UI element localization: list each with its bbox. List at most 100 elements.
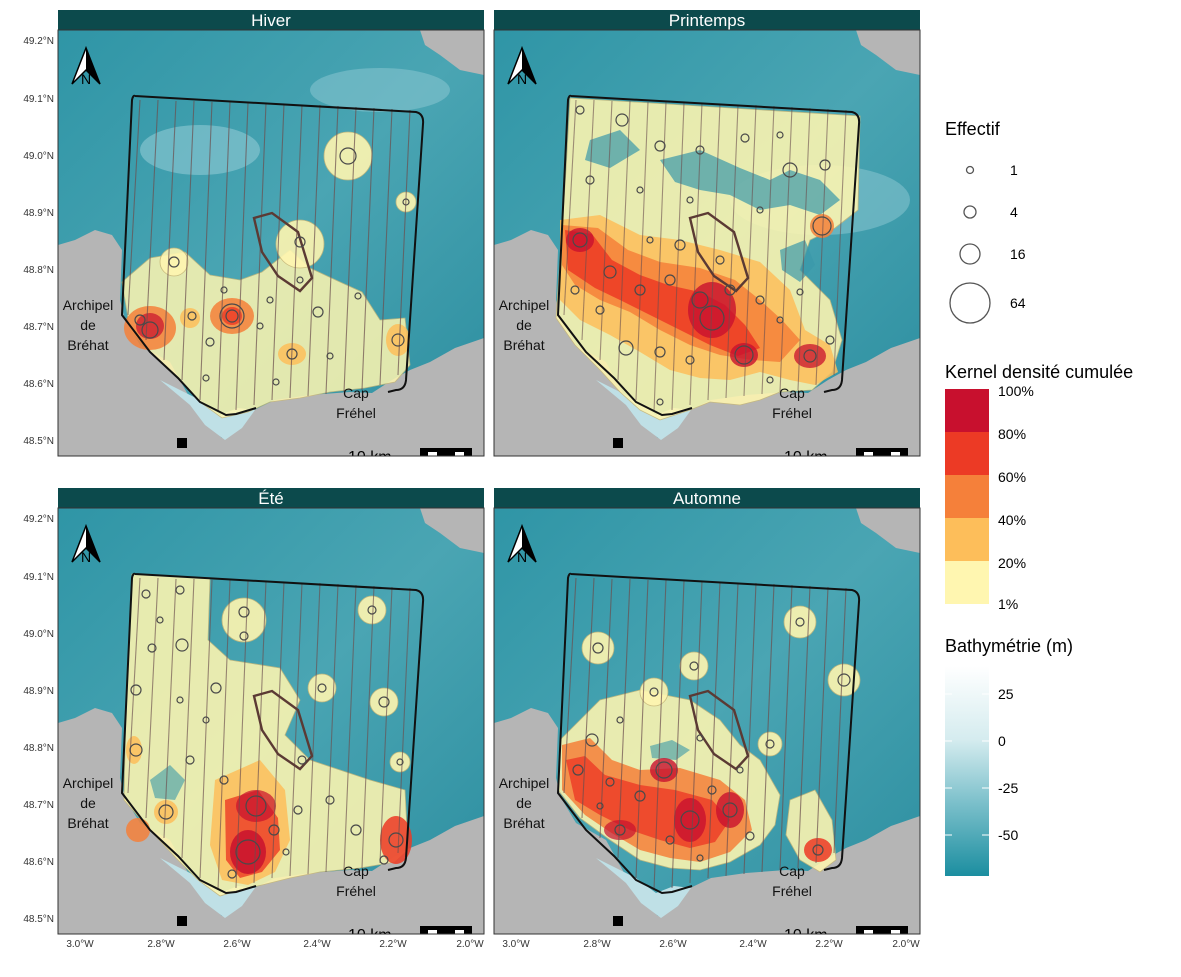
kernel-blob <box>159 247 189 277</box>
kernel-gap <box>150 765 185 800</box>
axis-lon-left: 3.0°W 2.8°W 2.6°W 2.4°W 2.2°W 2.0°W <box>66 939 484 950</box>
strip-title-automne: Automne <box>673 489 741 508</box>
lat-tick-label: 48.5°N <box>23 436 54 447</box>
kernel-label: 20% <box>998 555 1026 571</box>
kernel-blob <box>757 731 783 757</box>
lat-tick-label: 49.0°N <box>23 629 54 640</box>
strip-title-ete: Été <box>258 489 284 508</box>
transect-lines <box>127 577 411 891</box>
scale-bar: 10 km <box>784 448 908 456</box>
legend-effectif: Effectif 1 4 16 64 <box>945 119 1026 324</box>
place-archipel: Archipel <box>499 297 550 313</box>
kernel-hotspot <box>566 228 594 252</box>
kernel-blob <box>221 597 267 643</box>
city-marker <box>613 438 623 448</box>
north-arrow-icon: N <box>507 45 537 87</box>
land-mainland <box>58 230 484 456</box>
legend-size-64 <box>949 282 991 324</box>
kernel-hotspot <box>650 758 678 782</box>
kernel-hotspot <box>222 307 242 325</box>
place-archipel: Bréhat <box>503 815 544 831</box>
legend-kernel-title: Kernel densité cumulée <box>945 362 1133 382</box>
lon-tick-label: 2.6°W <box>223 939 251 950</box>
strip-title-hiver: Hiver <box>251 11 291 30</box>
kernel-swatch <box>945 432 989 475</box>
lat-tick-label: 48.8°N <box>23 743 54 754</box>
place-archipel: de <box>80 795 96 811</box>
lat-tick-label: 49.0°N <box>23 151 54 162</box>
kernel-hotspot <box>730 343 758 367</box>
zone-polygon <box>688 689 750 771</box>
kernel-hotspot <box>136 313 164 339</box>
shallow-water <box>310 68 450 112</box>
kernel-hotspot <box>126 736 142 764</box>
place-archipel: de <box>80 317 96 333</box>
kernel-gap <box>780 240 815 282</box>
svg-text:N: N <box>517 549 527 565</box>
lon-tick-label: 2.0°W <box>892 939 920 950</box>
svg-text:10 km: 10 km <box>348 927 392 944</box>
lat-tick-label: 48.9°N <box>23 686 54 697</box>
place-archipel: Archipel <box>63 297 114 313</box>
sightings <box>129 585 404 879</box>
kernel-swatch <box>945 561 989 604</box>
land-mainland <box>494 230 920 456</box>
panel-hiver: Hiver <box>57 10 485 466</box>
zone-polygon <box>252 211 314 293</box>
place-cap: Fréhel <box>336 405 376 421</box>
kernel-hotspot <box>230 830 266 874</box>
kernel-hotspot <box>180 308 200 328</box>
panel-border <box>57 29 485 457</box>
kernel-blob <box>307 673 337 703</box>
north-arrow-icon: N <box>71 523 101 565</box>
lon-tick-label: 2.4°W <box>739 939 767 950</box>
kernel-gap <box>660 150 840 215</box>
place-cap: Cap <box>343 385 369 401</box>
land-mainland <box>58 708 484 934</box>
svg-text:N: N <box>81 71 91 87</box>
kernel-hotspot <box>126 818 150 842</box>
kernel-label: 100% <box>998 383 1034 399</box>
lat-tick-label: 49.2°N <box>23 36 54 47</box>
legend-size-label: 4 <box>1010 204 1018 220</box>
kernel-label: 1% <box>998 596 1018 612</box>
legend-size-16 <box>959 243 981 265</box>
bathy-label: -25 <box>998 780 1018 796</box>
place-city: Saint-Brieuc <box>580 455 656 471</box>
lat-tick-label: 49.2°N <box>23 514 54 525</box>
lat-tick-label: 48.7°N <box>23 800 54 811</box>
kernel-hotspot <box>386 324 410 356</box>
legend-bathymetry: Bathymétrie (m) 25 0 -25 -50 <box>945 636 1073 876</box>
lon-tick-label: 2.2°W <box>815 939 843 950</box>
land-jersey <box>856 508 920 553</box>
bathy-label: 25 <box>998 686 1014 702</box>
bay-saint-brieuc <box>160 858 255 918</box>
lon-tick-label: 2.0°W <box>456 939 484 950</box>
svg-text:10 km: 10 km <box>348 449 392 466</box>
kernel-hotspot <box>604 820 636 840</box>
panel-border <box>493 29 921 457</box>
lat-tick-label: 48.8°N <box>23 265 54 276</box>
survey-area-outline <box>120 94 425 417</box>
panel-ete: Été <box>57 488 485 944</box>
kernel-blob <box>827 663 861 697</box>
strip-hiver <box>58 10 484 30</box>
legend-kernel: Kernel densité cumulée 100% 80% 60% 40% … <box>945 362 1133 612</box>
kernel-swatch <box>945 475 989 518</box>
place-cap: Fréhel <box>772 883 812 899</box>
svg-text:N: N <box>81 549 91 565</box>
place-cap: Cap <box>779 863 805 879</box>
strip-title-printemps: Printemps <box>669 11 746 30</box>
bathy-colorbar <box>945 666 989 876</box>
place-archipel: Bréhat <box>67 337 108 353</box>
kernel-hotspot <box>716 792 744 828</box>
panel-printemps: Printemps <box>493 10 921 471</box>
scale-bar: 10 km <box>348 926 472 944</box>
city-marker <box>177 916 187 926</box>
kernel-label: 40% <box>998 512 1026 528</box>
kernel-gap <box>585 130 640 168</box>
strip-printemps <box>494 10 920 30</box>
place-cap: Cap <box>779 385 805 401</box>
axis-lon-right: 3.0°W 2.8°W 2.6°W 2.4°W 2.2°W 2.0°W <box>502 939 920 950</box>
